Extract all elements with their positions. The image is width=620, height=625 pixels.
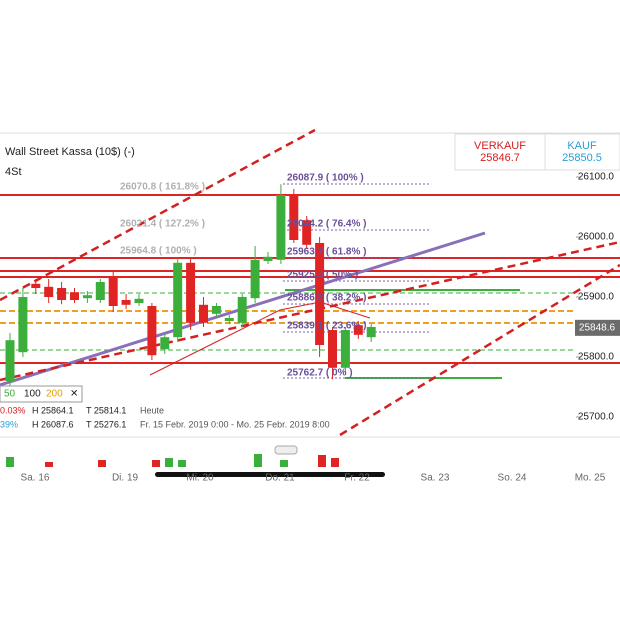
x-tick-label: Sa. 23 xyxy=(421,473,450,484)
close-icon[interactable]: ✕ xyxy=(70,389,78,400)
candle-body xyxy=(147,306,157,356)
volume-bar xyxy=(152,460,160,467)
channel-line xyxy=(0,240,620,382)
candle-body xyxy=(276,195,286,260)
fib-label: 25886.8 ( 38.2% ) xyxy=(287,293,367,304)
x-tick-label: So. 24 xyxy=(498,473,527,484)
candle-body xyxy=(302,220,312,245)
info-range: Heute xyxy=(140,405,164,415)
candle-body xyxy=(199,304,208,323)
chart-bg xyxy=(0,133,620,485)
info-high: H 26087.6 xyxy=(32,419,74,429)
period: 4St xyxy=(5,166,22,178)
x-tick-label: Mo. 25 xyxy=(575,473,606,484)
volume-bar xyxy=(165,458,173,467)
info-range: Fr. 15 Febr. 2019 0:00 - Mo. 25 Febr. 20… xyxy=(140,419,330,429)
panel-handle[interactable] xyxy=(274,445,298,455)
candle-body xyxy=(186,262,196,323)
candle-body xyxy=(160,337,170,350)
fib-label: 25925.3 ( 50% ) xyxy=(287,270,358,281)
candle-body xyxy=(366,327,376,338)
candle-body xyxy=(353,325,363,335)
candle-body xyxy=(44,286,54,297)
buy-price: 25850.5 xyxy=(562,152,602,164)
volume-bar xyxy=(331,458,339,467)
candle-body xyxy=(173,262,183,338)
ma-legend-box xyxy=(0,385,83,403)
candle-body xyxy=(315,243,325,345)
x-tick-label: Mi. 20 xyxy=(186,473,214,484)
y-tick-label: 26100.0 xyxy=(578,172,615,183)
candle-body xyxy=(340,330,350,368)
candle-body xyxy=(82,295,92,299)
volume-bar xyxy=(45,462,53,467)
fib-label: 25963.7 ( 61.8% ) xyxy=(287,247,367,258)
fib-faded: 26070.8 ( 161.8% ) xyxy=(120,182,205,193)
fib-faded: 26021.4 ( 127.2% ) xyxy=(120,219,205,230)
candle-body xyxy=(5,340,15,381)
candle-body xyxy=(328,330,337,368)
candles xyxy=(5,184,376,387)
candle-body xyxy=(263,256,273,261)
x-tick-label: Di. 19 xyxy=(112,473,139,484)
volume xyxy=(6,454,339,467)
x-tick-label: Sa. 16 xyxy=(21,473,50,484)
buy-label: KAUF xyxy=(567,140,597,152)
x-tick-label: Do. 21 xyxy=(265,473,295,484)
y-tick-label: 25800.0 xyxy=(578,352,615,363)
candle-body xyxy=(237,297,247,323)
candle-body xyxy=(250,259,260,299)
moving-average xyxy=(149,301,371,376)
fib-label: 25762.7 ( 0% ) xyxy=(287,368,353,379)
ma-legend: 50 xyxy=(4,389,16,400)
info-low: T 25276.1 xyxy=(86,419,126,429)
fib-faded: 25964.8 ( 100% ) xyxy=(120,246,197,257)
levels xyxy=(0,194,620,379)
last-price: 25848.6 xyxy=(579,322,616,333)
channel-line xyxy=(0,128,316,302)
volume-bar xyxy=(178,460,186,467)
candle-body xyxy=(211,306,221,314)
info-high: H 25864.1 xyxy=(32,405,74,415)
channel-line xyxy=(339,263,620,437)
fib-label: 26087.9 ( 100% ) xyxy=(287,173,364,184)
y-tick-label: 25900.0 xyxy=(578,292,615,303)
volume-bar xyxy=(280,460,288,467)
candle-body xyxy=(289,195,299,240)
last-price-box xyxy=(575,319,620,336)
instrument-title: Wall Street Kassa (10$) (-) xyxy=(5,146,135,158)
ma-legend: 200 xyxy=(46,389,63,400)
candle-body xyxy=(121,300,131,305)
candle-body xyxy=(18,297,28,353)
fib-label: 26044.2 ( 76.4% ) xyxy=(287,219,367,230)
volume-bar xyxy=(98,460,106,467)
fib-label: 25839.1 ( 23.6% ) xyxy=(287,321,367,332)
info-low: T 25814.1 xyxy=(86,405,126,415)
candle-body xyxy=(134,298,144,303)
candle-body xyxy=(108,276,118,306)
volume-bar xyxy=(318,455,326,467)
candle-body xyxy=(70,292,79,300)
ma-legend: 100 xyxy=(24,389,41,400)
candle-body xyxy=(95,282,105,300)
x-tick-label: Fr. 22 xyxy=(344,473,370,484)
sell-price: 25846.7 xyxy=(480,152,520,164)
candle-body xyxy=(57,288,67,300)
candle-body xyxy=(224,318,234,321)
volume-bar xyxy=(254,454,262,467)
buy-button[interactable] xyxy=(544,133,620,171)
info-change: 39% xyxy=(0,419,18,429)
scrollbar[interactable] xyxy=(155,472,385,477)
y-tick-label: 26000.0 xyxy=(578,232,615,243)
sell-label: VERKAUF xyxy=(474,140,526,152)
candle-body xyxy=(31,283,41,288)
info-change: 0.03% xyxy=(0,405,26,415)
y-tick-label: 25700.0 xyxy=(578,412,615,423)
volume-bar xyxy=(6,457,14,467)
